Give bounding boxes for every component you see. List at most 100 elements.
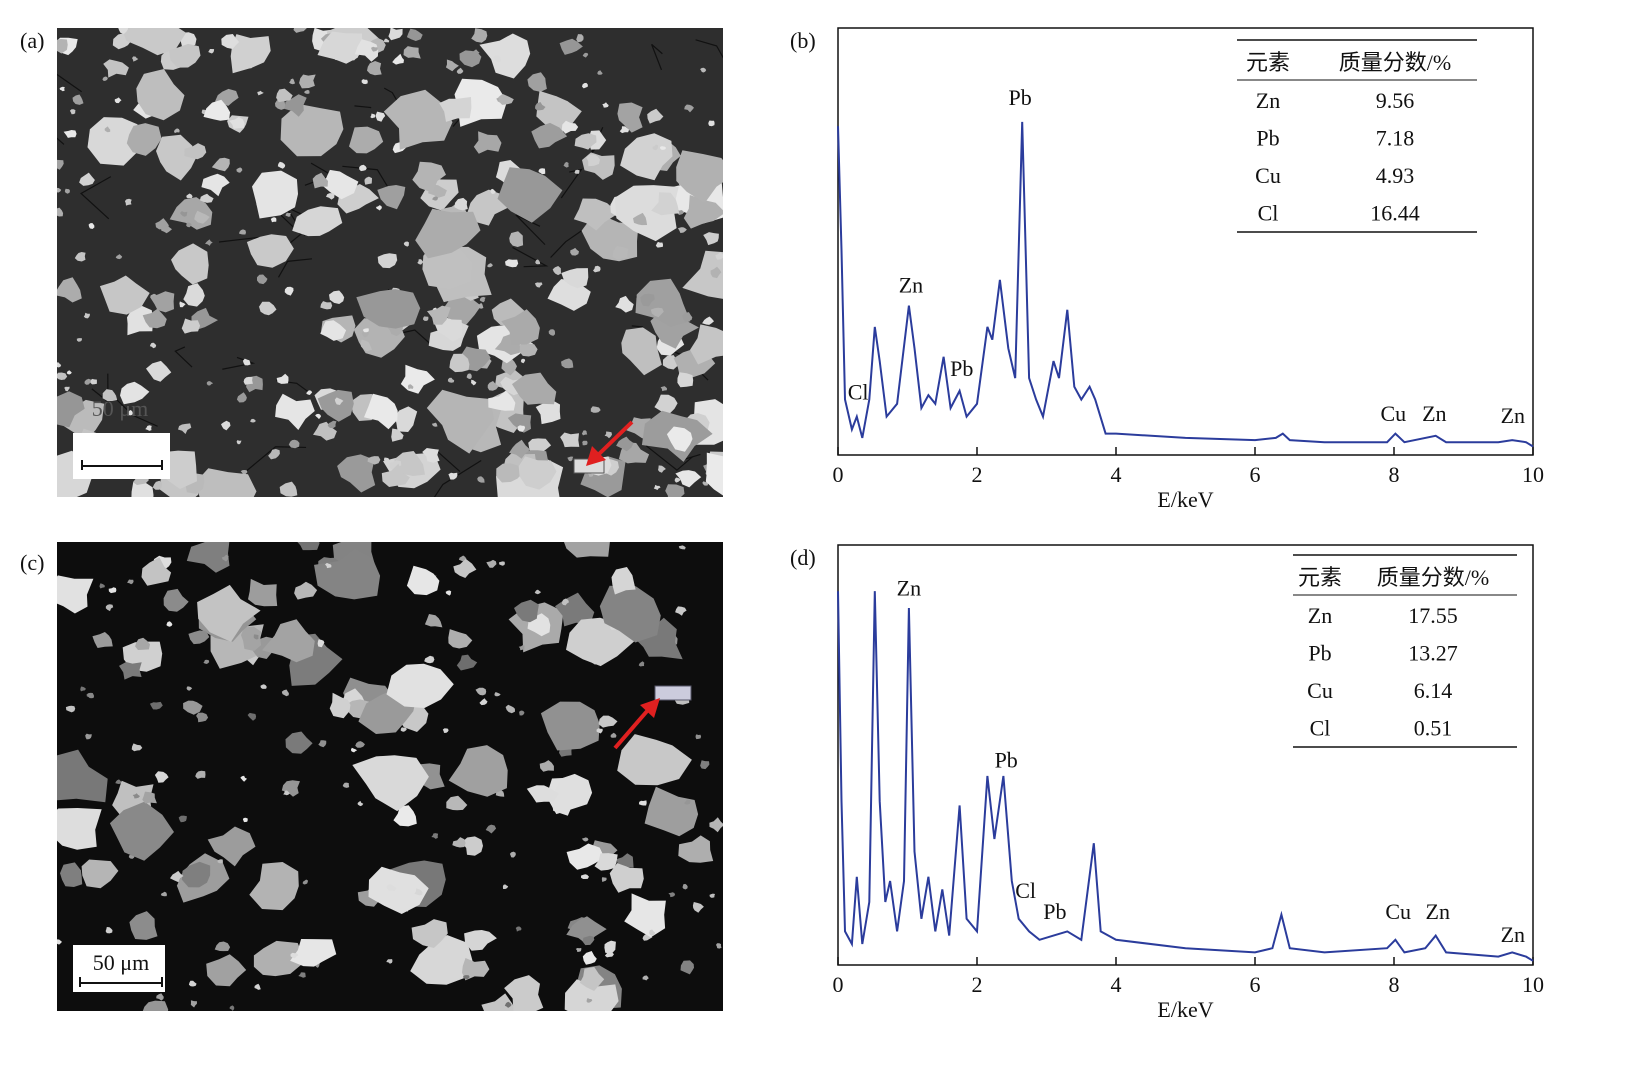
plot-frame [837, 27, 1534, 456]
particle [561, 120, 579, 134]
particle [597, 70, 603, 75]
particle [64, 188, 70, 194]
particle [132, 793, 140, 799]
particle [298, 972, 306, 978]
particle [99, 583, 105, 589]
particle [276, 88, 293, 103]
particle [211, 157, 230, 172]
particle [564, 979, 619, 1011]
particle [92, 632, 113, 648]
particle [567, 456, 574, 462]
particle [57, 362, 62, 368]
particle [315, 413, 322, 420]
particle [406, 565, 440, 596]
crack [550, 225, 589, 258]
particle [515, 926, 522, 932]
particle [236, 440, 242, 445]
particle [57, 159, 64, 170]
particle [611, 567, 636, 595]
particle [411, 919, 448, 948]
particle [471, 379, 477, 386]
particle [659, 146, 667, 150]
peak-label: Cu [1385, 899, 1411, 924]
particle [683, 195, 723, 229]
particle [566, 916, 607, 945]
particle [183, 700, 203, 715]
particle [552, 266, 562, 276]
particle [376, 205, 382, 211]
table-header: 元素 [1298, 565, 1342, 590]
particle [203, 99, 231, 121]
crack [695, 39, 723, 59]
particle [170, 870, 184, 883]
particle [289, 78, 296, 85]
particle [677, 227, 687, 233]
particle [195, 770, 206, 779]
particle [285, 731, 313, 754]
particle [367, 456, 381, 465]
particle [105, 604, 114, 612]
particle [179, 301, 186, 308]
particle [207, 826, 256, 867]
particle [624, 893, 666, 938]
crack [560, 168, 583, 199]
particle [535, 102, 546, 111]
particle [242, 358, 251, 366]
x-tick-label: 6 [1250, 462, 1261, 487]
particle [642, 975, 649, 981]
particle [90, 378, 97, 385]
plot-frame [837, 544, 1534, 966]
particle [160, 891, 167, 897]
particle [257, 274, 268, 285]
peak-label: Cl [848, 379, 869, 404]
particle [579, 966, 605, 991]
particle [424, 655, 435, 664]
particle [184, 143, 207, 160]
particle [262, 619, 315, 663]
particle [166, 621, 173, 627]
particle [230, 34, 271, 74]
scale-bar-box [73, 433, 170, 479]
particle [575, 948, 582, 952]
particle [504, 1001, 512, 1008]
particle [539, 760, 554, 772]
particle [57, 391, 85, 428]
particle [590, 406, 601, 413]
particle [504, 975, 544, 1011]
particle [108, 587, 117, 594]
particle [674, 477, 682, 483]
particle [238, 229, 246, 235]
particle [105, 927, 113, 934]
particle [677, 372, 694, 388]
particle [386, 959, 393, 964]
particle [604, 940, 616, 954]
particle [668, 892, 676, 898]
particle [259, 301, 277, 316]
particle [666, 426, 693, 452]
particle [582, 440, 588, 446]
particle [665, 484, 685, 497]
particle [349, 126, 384, 154]
particle [59, 86, 65, 92]
particle [662, 355, 683, 370]
particle [115, 779, 122, 784]
table-cell: 9.56 [1376, 88, 1415, 113]
particle [180, 211, 188, 217]
particle [406, 28, 423, 41]
particle [570, 247, 579, 256]
particle [150, 291, 175, 313]
particle [535, 400, 561, 425]
particle [127, 579, 134, 585]
particle [640, 293, 655, 307]
particle [509, 851, 516, 858]
panel-label: (d) [790, 545, 816, 570]
particle [181, 318, 201, 334]
particle [466, 373, 472, 380]
particle [540, 701, 600, 751]
particle [531, 122, 568, 149]
spectrum-line [837, 591, 1534, 962]
particle [152, 480, 163, 490]
particle [459, 50, 482, 68]
particle [548, 773, 593, 815]
particle [323, 169, 359, 200]
